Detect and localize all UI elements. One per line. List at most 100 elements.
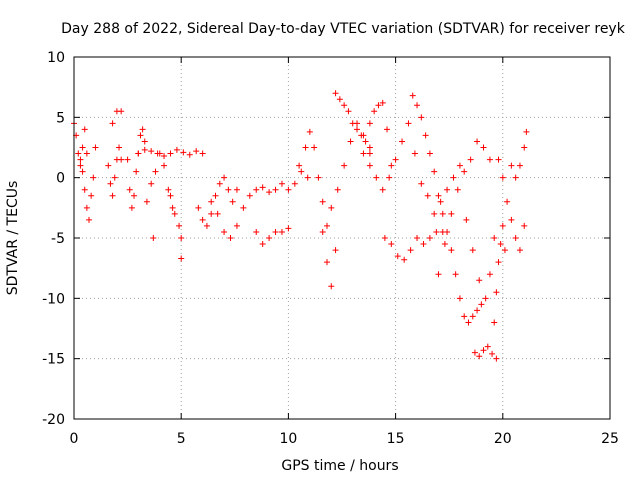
data-point-arc-18 (366, 162, 373, 169)
data-point-arc-20 (452, 271, 459, 278)
data-point-arc-24 (493, 289, 500, 296)
data-point-arc-18 (392, 156, 399, 163)
data-point-arc-06 (186, 151, 193, 158)
data-point-arc-13 (311, 144, 318, 151)
data-point-arc-24 (501, 247, 508, 254)
data-point-arc-11 (259, 184, 266, 191)
data-point-arc-11 (298, 168, 305, 175)
data-point-arc-07 (169, 204, 176, 211)
data-point-arc-20 (418, 114, 425, 121)
data-point-arc-05 (128, 204, 135, 211)
data-point-arc-24 (495, 259, 502, 266)
data-point-arc-17 (375, 102, 382, 109)
data-point-arc-12 (253, 228, 260, 235)
data-point-arc-10 (233, 186, 240, 193)
data-point-arc-02 (92, 144, 99, 151)
data-point-arc-08 (178, 235, 185, 241)
data-point-arc-16 (362, 138, 369, 145)
data-point-arc-26 (521, 144, 528, 151)
data-point-arc-10 (203, 222, 210, 229)
data-point-arc-03 (116, 144, 123, 151)
chart-title: Day 288 of 2022, Sidereal Day-to-day VTE… (61, 21, 626, 37)
data-point-arc-26 (512, 174, 519, 181)
data-point-arc-23 (489, 350, 496, 357)
data-point-arc-05 (141, 138, 148, 145)
data-point-arc-11 (266, 189, 273, 196)
data-point-arc-13 (315, 174, 322, 181)
data-point-arc-18 (450, 174, 457, 181)
data-point-arc-05 (126, 186, 133, 193)
data-point-arc-18 (405, 120, 412, 127)
data-point-arc-04 (118, 108, 125, 115)
data-point-arc-18 (399, 138, 406, 145)
data-point-arc-20 (435, 192, 442, 199)
data-point-arc-14 (328, 283, 335, 290)
data-point-arc-25 (512, 235, 519, 241)
data-point-arc-19 (394, 253, 401, 260)
data-point-arc-11 (272, 186, 279, 193)
data-point-arc-01 (81, 126, 88, 133)
data-point-arc-16 (349, 120, 356, 127)
data-point-arc-13 (296, 162, 303, 169)
data-point-arc-16 (332, 90, 339, 97)
data-point-arc-11 (214, 210, 221, 217)
data-point-arc-23 (480, 347, 487, 354)
data-point-arc-10 (225, 186, 232, 193)
data-point-arc-20 (431, 168, 438, 175)
y-tick-label: 10 (47, 50, 65, 66)
data-point-arc-23 (484, 343, 491, 350)
data-point-arc-22 (486, 271, 493, 278)
data-point-arc-02 (88, 192, 95, 199)
data-point-arc-20 (474, 307, 481, 314)
data-point-arc-11 (285, 186, 292, 193)
axis-ticks: 0 5 10 15 20 25 -20 -15 -10 -5 0 5 10 (42, 50, 619, 447)
data-point-arc-13 (323, 222, 330, 229)
data-point-arc-19 (420, 241, 427, 248)
data-point-arc-21 (461, 168, 468, 175)
data-point-arc-18 (437, 198, 444, 205)
data-point-arc-13 (306, 128, 313, 135)
data-point-arc-21 (441, 241, 448, 248)
data-point-arc-25 (521, 222, 528, 229)
data-point-arc-18 (360, 150, 367, 157)
data-point-arc-01 (77, 162, 84, 169)
data-point-arc-21 (467, 156, 474, 163)
data-point-arc-18 (424, 192, 431, 199)
data-point-arc-20 (448, 247, 455, 254)
data-point-arc-25 (495, 156, 502, 163)
x-tick-label: 15 (387, 431, 405, 447)
data-point-arc-20 (456, 295, 463, 302)
x-tick-label: 5 (177, 431, 186, 447)
data-point-arc-20 (478, 301, 485, 308)
data-point-arc-09 (150, 235, 157, 241)
data-point-arc-11 (253, 186, 260, 193)
data-point-arc-10 (195, 204, 202, 211)
grid-lines (74, 57, 610, 419)
data-point-arc-02 (90, 174, 97, 181)
data-point-arc-18 (386, 174, 393, 181)
data-point-arc-21 (448, 210, 455, 217)
data-point-arc-03 (111, 174, 118, 181)
data-point-arc-10 (229, 198, 236, 205)
data-point-arc-10 (216, 180, 223, 187)
data-point-arc-12 (285, 225, 292, 232)
data-point-arc-12 (278, 228, 285, 235)
data-point-arc-26 (516, 162, 523, 169)
data-point-arc-10 (212, 192, 219, 199)
data-point-arc-20 (426, 150, 433, 157)
data-point-arc-07 (152, 168, 159, 175)
y-tick-label: -5 (51, 231, 65, 247)
data-point-arc-18 (418, 180, 425, 187)
data-point-arc-20 (469, 313, 476, 320)
data-point-arc-11 (246, 192, 253, 199)
data-point-arc-24 (497, 241, 504, 248)
data-point-arc-07 (165, 186, 172, 193)
data-point-arc-23 (476, 353, 483, 360)
data-points (71, 90, 530, 362)
data-point-arc-18 (456, 162, 463, 169)
data-point-arc-16 (341, 102, 348, 109)
data-point-arc-18 (431, 210, 438, 217)
data-point-arc-10 (208, 210, 215, 217)
data-point-arc-11 (240, 204, 247, 211)
data-point-arc-25 (508, 216, 515, 223)
